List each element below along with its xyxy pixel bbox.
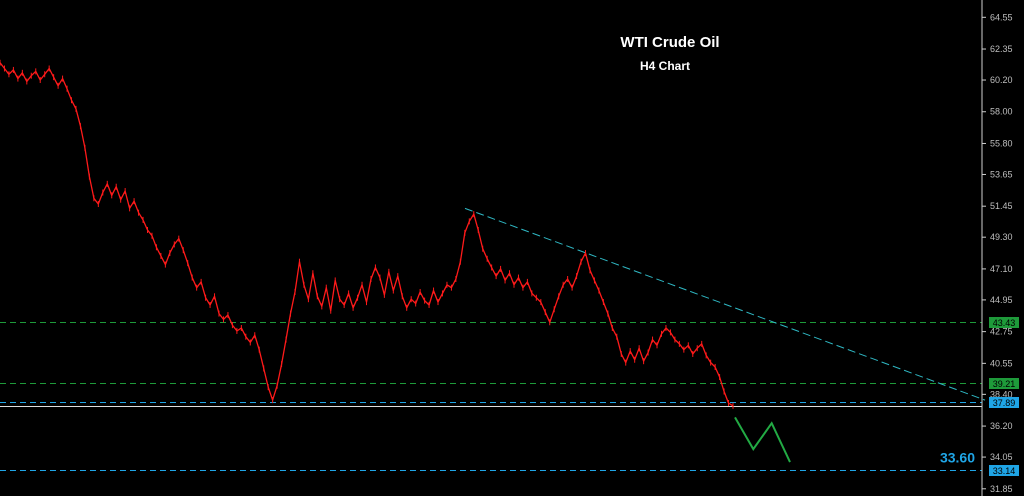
y-tick-label-8: 47.10 (990, 264, 1013, 274)
descending-trendline (464, 207, 986, 401)
y-tick-label-5: 53.65 (990, 169, 1013, 179)
y-tick-label-12: 38.40 (990, 389, 1013, 399)
level-badge-2 (989, 397, 1019, 408)
y-tick-label-10: 42.75 (990, 327, 1013, 337)
y-tick-label-14: 34.05 (990, 452, 1013, 462)
level-badge-label-3: 33.14 (993, 466, 1016, 476)
level-badge-label-0: 43.43 (993, 318, 1016, 328)
y-tick-label-13: 36.20 (990, 421, 1013, 431)
y-tick-label-15: 31.85 (990, 484, 1013, 494)
y-tick-label-3: 58.00 (990, 107, 1013, 117)
y-tick-label-7: 49.30 (990, 232, 1013, 242)
y-tick-label-0: 64.55 (990, 12, 1013, 22)
chart-subtitle: H4 Chart (640, 59, 690, 73)
level-badge-label-2: 37.89 (993, 398, 1016, 408)
level-badge-label-1: 39.21 (993, 379, 1016, 389)
y-tick-label-9: 44.95 (990, 295, 1013, 305)
y-tick-label-1: 62.35 (990, 44, 1013, 54)
target-price-label: 33.60 (940, 450, 975, 466)
level-badge-1 (989, 378, 1019, 389)
chart-title: WTI Crude Oil (620, 34, 719, 51)
level-badge-0 (989, 317, 1019, 328)
y-tick-label-2: 60.20 (990, 75, 1013, 85)
y-tick-label-6: 51.45 (990, 201, 1013, 211)
level-badge-3 (989, 465, 1019, 476)
y-tick-label-4: 55.80 (990, 138, 1013, 148)
forecast-path (734, 416, 791, 463)
y-tick-label-11: 40.55 (990, 358, 1013, 368)
